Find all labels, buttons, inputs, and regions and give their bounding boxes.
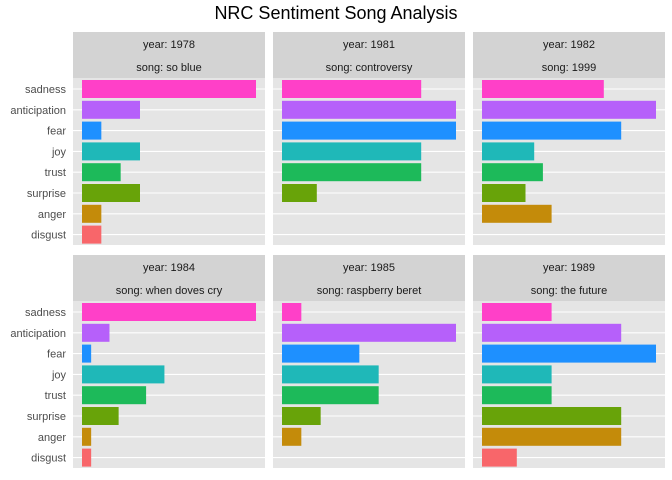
bar-sadness [82, 303, 256, 321]
bar-joy [82, 365, 165, 384]
facet-year-label: year: 1982 [543, 39, 595, 51]
bar-fear [482, 344, 656, 363]
bar-joy [482, 365, 552, 384]
facet-strip [273, 255, 465, 301]
bar-trust [82, 386, 147, 405]
bar-anticipation [482, 100, 656, 119]
bar-fear [82, 121, 102, 140]
bar-surprise [82, 407, 119, 425]
bar-trust [82, 163, 121, 182]
bar-trust [482, 163, 543, 182]
facet-song-label: song: controversy [326, 62, 413, 74]
facet-song-label: song: when doves cry [116, 285, 223, 297]
bar-anger [82, 204, 102, 223]
chart-title: NRC Sentiment Song Analysis [214, 3, 458, 23]
facet-song-label: song: the future [531, 285, 607, 297]
facet-strip [73, 32, 265, 78]
facet-song-label: song: raspberry beret [317, 285, 422, 297]
bar-surprise [482, 407, 622, 425]
bar-surprise [82, 184, 140, 202]
y-tick-label-disgust: disgust [31, 230, 66, 242]
bar-fear [482, 121, 622, 140]
bar-anticipation [282, 323, 456, 342]
y-tick-label-sadness: sadness [25, 307, 66, 319]
y-tick-label-anger: anger [38, 432, 66, 444]
bar-sadness [282, 80, 422, 98]
bar-sadness [82, 80, 256, 98]
y-tick-label-surprise: surprise [27, 411, 66, 423]
bar-surprise [282, 407, 321, 425]
bar-trust [282, 386, 379, 405]
bar-trust [282, 163, 422, 182]
y-tick-label-fear: fear [47, 126, 66, 138]
bar-joy [282, 365, 379, 384]
facet-song-label: song: 1999 [542, 62, 596, 74]
facet-song-label: song: so blue [136, 62, 201, 74]
facet-year-label: year: 1984 [143, 262, 195, 274]
facet-year-label: year: 1978 [143, 39, 195, 51]
facet-strip [473, 32, 665, 78]
bar-fear [82, 344, 92, 363]
bar-anger [282, 427, 302, 446]
y-tick-label-anticipation: anticipation [10, 105, 66, 117]
bar-disgust [82, 448, 92, 467]
bar-anger [482, 427, 622, 446]
facet-strip [473, 255, 665, 301]
bar-anger [482, 204, 552, 223]
bar-sadness [282, 303, 302, 321]
y-tick-label-sadness: sadness [25, 84, 66, 96]
y-tick-label-trust: trust [45, 167, 66, 179]
y-tick-label-surprise: surprise [27, 188, 66, 200]
bar-sadness [482, 80, 604, 98]
bar-trust [482, 386, 552, 405]
bar-fear [282, 344, 360, 363]
bar-anticipation [82, 100, 140, 119]
bar-disgust [482, 448, 517, 467]
bar-anger [82, 427, 92, 446]
y-tick-label-joy: joy [51, 146, 67, 158]
bar-joy [482, 142, 535, 161]
y-tick-label-joy: joy [51, 369, 67, 381]
facet-year-label: year: 1981 [343, 39, 395, 51]
bar-disgust [82, 225, 102, 244]
bar-joy [82, 142, 140, 161]
bar-surprise [282, 184, 317, 202]
bar-joy [282, 142, 422, 161]
y-tick-label-fear: fear [47, 349, 66, 361]
bar-anticipation [82, 323, 110, 342]
bar-fear [282, 121, 456, 140]
bar-surprise [482, 184, 526, 202]
facet-year-label: year: 1989 [543, 262, 595, 274]
facet-strip [273, 32, 465, 78]
y-tick-label-anticipation: anticipation [10, 328, 66, 340]
y-tick-label-trust: trust [45, 390, 66, 402]
bar-anticipation [282, 100, 456, 119]
bar-sadness [482, 303, 552, 321]
facet-strip [73, 255, 265, 301]
bar-anticipation [482, 323, 622, 342]
y-tick-label-disgust: disgust [31, 453, 66, 465]
facet-year-label: year: 1985 [343, 262, 395, 274]
y-tick-label-anger: anger [38, 209, 66, 221]
